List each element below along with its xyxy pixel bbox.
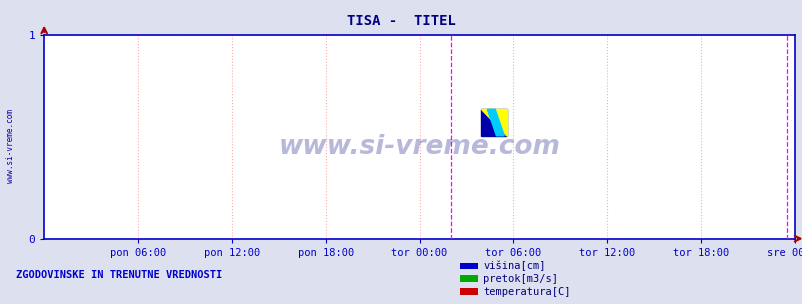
Text: TISA -  TITEL: TISA - TITEL: [346, 14, 456, 28]
Text: www.si-vreme.com: www.si-vreme.com: [6, 109, 15, 183]
Text: višina[cm]: višina[cm]: [483, 261, 545, 271]
Text: pretok[m3/s]: pretok[m3/s]: [483, 274, 557, 284]
Text: temperatura[C]: temperatura[C]: [483, 287, 570, 296]
Polygon shape: [480, 109, 506, 136]
Text: www.si-vreme.com: www.si-vreme.com: [278, 134, 560, 160]
Polygon shape: [487, 109, 504, 136]
Bar: [480, 109, 506, 136]
Text: ZGODOVINSKE IN TRENUTNE VREDNOSTI: ZGODOVINSKE IN TRENUTNE VREDNOSTI: [16, 270, 222, 280]
